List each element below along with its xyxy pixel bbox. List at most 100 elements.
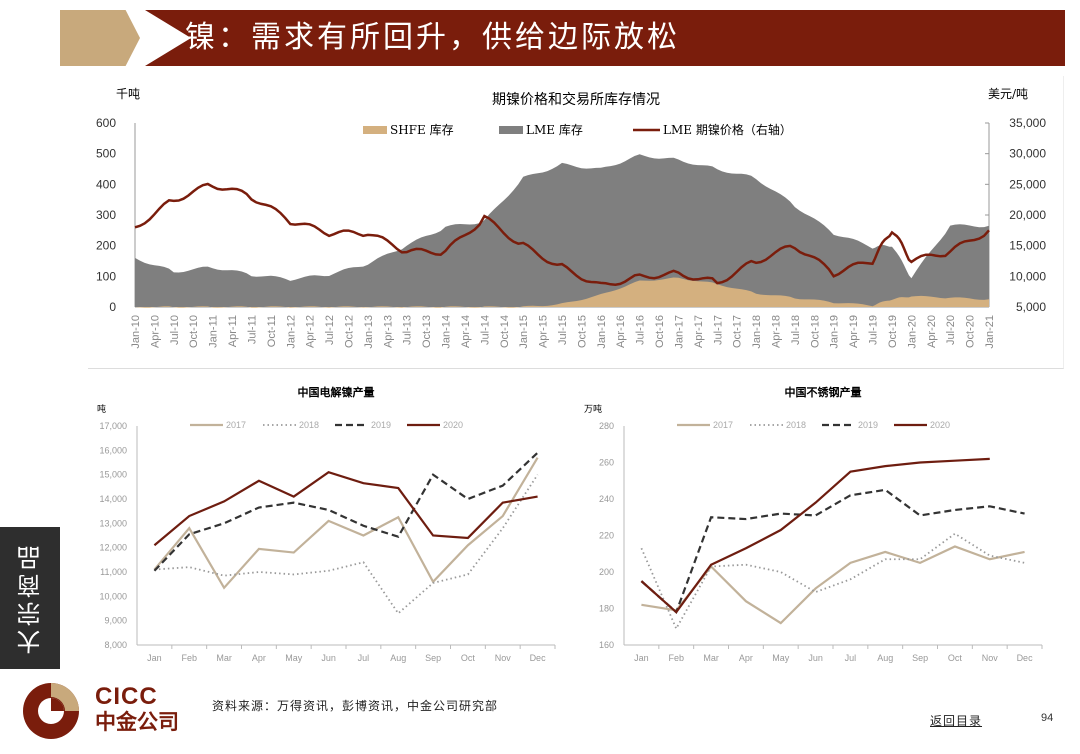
x-tick: Apr-16 [615, 315, 627, 348]
right-tick: 10,000 [1009, 269, 1046, 283]
left-tick: 600 [96, 116, 116, 130]
x-tick: Jun [808, 653, 823, 663]
header-bar [145, 10, 1065, 66]
x-tick: Jan-21 [984, 315, 996, 349]
x-tick: Apr-10 [149, 315, 161, 348]
x-tick: Feb [181, 653, 197, 663]
legend-item: 2017 [713, 420, 733, 430]
x-tick: Jul-18 [790, 315, 802, 345]
x-tick: Mar [703, 653, 719, 663]
left-axis-unit: 千吨 [116, 87, 140, 101]
x-tick: Sep [912, 653, 928, 663]
y-tick: 180 [599, 604, 614, 614]
series-line-2020 [153, 471, 538, 547]
x-tick: Jan-12 [285, 315, 297, 349]
x-tick: Dec [530, 653, 547, 663]
x-tick: Apr-20 [926, 315, 938, 348]
x-tick: Sep [425, 653, 441, 663]
section-label: 大宗商品 [16, 542, 45, 654]
x-tick: May [772, 653, 790, 663]
x-tick: Feb [668, 653, 684, 663]
x-tick: Oct-12 [344, 315, 356, 348]
right-tick: 15,000 [1009, 239, 1046, 253]
back-to-contents-link[interactable]: 返回目录 [930, 714, 983, 728]
y-tick: 11,000 [100, 567, 127, 577]
x-tick: Nov [495, 653, 512, 663]
x-tick: Jul-14 [479, 315, 491, 345]
x-tick: Nov [982, 653, 999, 663]
x-tick: Oct [461, 653, 476, 663]
x-tick: Oct-20 [965, 315, 977, 348]
left-tick: 500 [96, 147, 116, 161]
x-tick: Jan-17 [673, 315, 685, 349]
x-tick: May [285, 653, 303, 663]
left-tick: 200 [96, 239, 116, 253]
legend-item: 2020 [443, 420, 463, 430]
lme-price-line [134, 182, 990, 286]
page-number: 94 [1041, 712, 1054, 724]
x-tick: Jul-11 [246, 315, 258, 344]
x-tick: Jul [358, 653, 370, 663]
x-tick: Jan-20 [906, 315, 918, 349]
y-tick: 10,000 [99, 591, 127, 601]
legend-lme-price: LME 期镍价格（右轴） [663, 122, 792, 137]
y-tick: 15,000 [99, 470, 127, 480]
x-tick: Jul [845, 653, 857, 663]
x-tick: Aug [877, 653, 893, 663]
x-tick: Apr-15 [538, 315, 550, 348]
left-tick: 0 [109, 300, 116, 314]
y-tick: 280 [599, 421, 614, 431]
right-axis-unit: 美元/吨 [988, 87, 1028, 101]
x-tick: Dec [1017, 653, 1034, 663]
x-tick: Jul-17 [712, 315, 724, 345]
y-tick: 240 [599, 494, 614, 504]
x-tick: Apr-17 [693, 315, 705, 348]
logo-text-cn: 中金公司 [95, 710, 179, 734]
page-title: 镍：需求有所回升，供给边际放松 [185, 20, 680, 55]
left-tick: 300 [96, 208, 116, 222]
x-tick: Apr [739, 653, 753, 663]
x-tick: Apr-19 [848, 315, 860, 348]
x-tick: Jul-12 [324, 315, 336, 345]
x-tick: Oct [948, 653, 963, 663]
y-tick: 8,000 [104, 640, 127, 650]
chart-title: 中国电解镍产量 [298, 385, 375, 399]
x-tick: Oct-16 [654, 315, 666, 348]
x-tick: Apr-11 [227, 315, 239, 347]
y-tick: 14,000 [99, 494, 127, 504]
main-chart-title: 期镍价格和交易所库存情况 [492, 91, 660, 108]
y-tick: 12,000 [99, 543, 127, 553]
legend-item: 2017 [226, 420, 246, 430]
left-tick: 100 [96, 269, 116, 283]
x-tick: Jan-14 [441, 315, 453, 349]
x-tick: Mar [216, 653, 232, 663]
x-tick: Aug [390, 653, 406, 663]
x-tick: Jan-10 [130, 315, 142, 349]
x-tick: Oct-18 [809, 315, 821, 348]
main-chart-panel: 千吨 美元/吨 期镍价格和交易所库存情况 600 500 400 300 200 100 0 35,… [88, 76, 1064, 369]
main-chart: 千吨 美元/吨 期镍价格和交易所库存情况 600 500 400 300 200 100 0 35,… [96, 87, 1046, 349]
x-tick: Jan-16 [596, 315, 608, 349]
y-unit: 吨 [97, 403, 106, 415]
legend-item: 2019 [371, 420, 391, 430]
header-tan-arrow [60, 10, 140, 66]
cicc-logo-icon [23, 683, 79, 739]
left-tick: 400 [96, 177, 116, 191]
y-tick: 200 [599, 567, 614, 577]
logo-text-en: CICC [95, 683, 158, 710]
right-tick: 25,000 [1009, 177, 1046, 191]
x-tick: Jul-13 [402, 315, 414, 345]
series-line-2017 [153, 457, 539, 590]
legend-item: 2019 [858, 420, 878, 430]
series-line-2020 [640, 457, 990, 614]
x-tick: Jan-11 [208, 315, 220, 348]
x-tick: Oct-15 [576, 315, 588, 348]
legend-lme: LME 库存 [526, 122, 583, 137]
y-tick: 16,000 [99, 445, 127, 455]
x-tick: Jan-13 [363, 315, 375, 349]
series-line-2018 [154, 474, 539, 615]
series-line-2019 [153, 451, 539, 572]
y-tick: 17,000 [99, 421, 127, 431]
